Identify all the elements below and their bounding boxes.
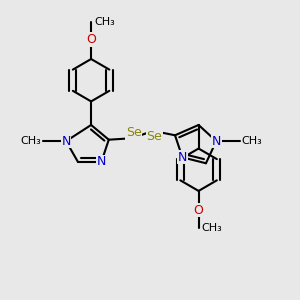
Text: CH₃: CH₃ (20, 136, 41, 146)
Text: CH₃: CH₃ (241, 136, 262, 146)
Text: N: N (178, 151, 187, 164)
Text: N: N (61, 135, 71, 148)
Text: O: O (194, 204, 203, 217)
Text: O: O (86, 33, 96, 46)
Text: N: N (97, 155, 106, 168)
Text: CH₃: CH₃ (94, 17, 115, 27)
Text: CH₃: CH₃ (202, 223, 222, 233)
Text: Se: Se (146, 130, 162, 143)
Text: Se: Se (126, 126, 142, 140)
Text: N: N (212, 135, 221, 148)
